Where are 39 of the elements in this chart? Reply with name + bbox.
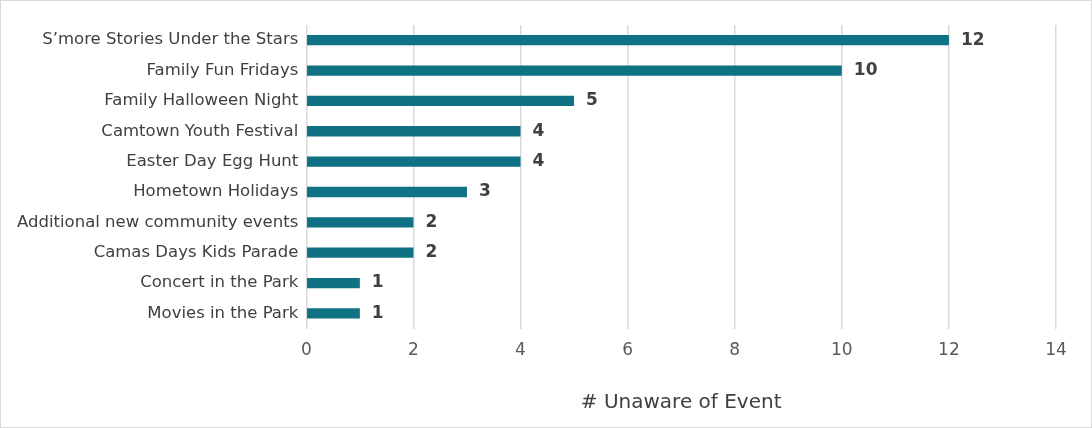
bar: [307, 156, 521, 167]
bar: [307, 126, 521, 137]
bar: [307, 247, 414, 258]
y-tick-label: Easter Day Egg Hunt: [126, 150, 299, 170]
x-tick-label: 4: [515, 339, 526, 360]
bar: [307, 186, 467, 198]
data-label: 1: [371, 271, 384, 292]
x-tick-label: 6: [622, 339, 634, 360]
data-label: 3: [478, 180, 491, 201]
y-tick-label: Concert in the Park: [140, 272, 299, 292]
bar: [307, 308, 360, 319]
y-tick-label: Camas Days Kids Parade: [93, 241, 299, 261]
data-label: 2: [425, 210, 438, 231]
x-tick-label: 10: [830, 339, 853, 360]
y-tick-label: Family Halloween Night: [104, 90, 299, 110]
data-label: 2: [425, 241, 438, 262]
y-tick-label: Hometown Holidays: [133, 181, 299, 201]
y-tick-label: S’more Stories Under the Stars: [42, 29, 299, 49]
bar: [307, 95, 575, 107]
bar: [307, 217, 414, 228]
y-tick-label: Camtown Youth Festival: [101, 120, 299, 140]
x-axis-title: # Unaware of Event: [580, 389, 782, 414]
data-label: 1: [371, 301, 384, 322]
y-tick-label: Family Fun Fridays: [146, 59, 299, 79]
bar: [307, 277, 360, 289]
x-tick-label: 12: [938, 339, 960, 360]
x-tick-label: 8: [729, 339, 741, 360]
y-tick-label: Additional new community events: [16, 211, 299, 231]
y-tick-label: Movies in the Park: [147, 302, 299, 322]
data-label: 10: [853, 58, 878, 79]
bar: [307, 65, 842, 76]
x-tick-label: 2: [407, 339, 419, 360]
data-label: 5: [586, 89, 598, 110]
bar: [307, 35, 949, 46]
data-label: 4: [532, 150, 545, 171]
x-tick-label: 0: [300, 339, 312, 360]
data-label: 12: [960, 28, 985, 49]
data-label: 4: [532, 119, 545, 140]
x-tick-label: 14: [1045, 339, 1067, 360]
